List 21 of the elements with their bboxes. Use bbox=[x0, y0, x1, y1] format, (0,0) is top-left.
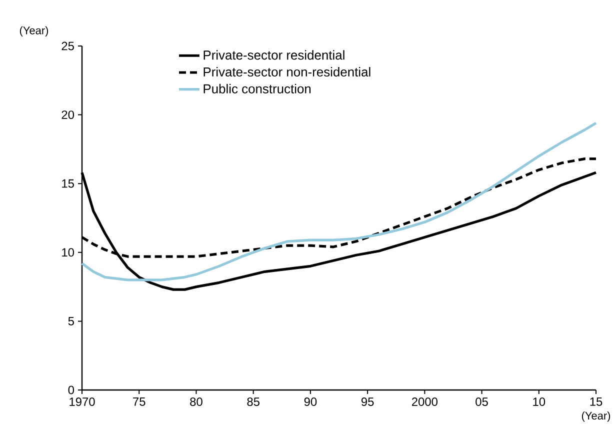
x-tick-label: 80 bbox=[190, 398, 202, 406]
y-tick-label: 15 bbox=[62, 179, 74, 188]
x-tick-label: 10 bbox=[533, 398, 546, 406]
y-tick-label: 25 bbox=[62, 42, 74, 50]
x-tick-label: 15 bbox=[590, 398, 602, 406]
x-tick-label: 75 bbox=[133, 398, 146, 406]
legend-label: Public construction bbox=[204, 84, 311, 94]
x-axis-title: (Year) bbox=[582, 412, 610, 422]
x-tick-label: 05 bbox=[476, 398, 488, 406]
y-tick-label: 10 bbox=[62, 248, 74, 257]
y-axis-title: (Year) bbox=[20, 26, 48, 36]
y-tick-label: 20 bbox=[62, 110, 74, 120]
legend-label: Private-sector residential bbox=[204, 50, 344, 60]
legend-label: Private-sector non-residential bbox=[204, 67, 370, 77]
x-tick-label: 2000 bbox=[412, 398, 438, 406]
x-tick-label: 90 bbox=[304, 398, 317, 406]
y-tick-label: 5 bbox=[68, 317, 74, 326]
x-tick-label: 95 bbox=[361, 398, 374, 406]
x-tick-label: 1970 bbox=[70, 398, 95, 406]
x-tick-label: 85 bbox=[247, 398, 260, 406]
y-tick-label: 0 bbox=[68, 386, 74, 394]
